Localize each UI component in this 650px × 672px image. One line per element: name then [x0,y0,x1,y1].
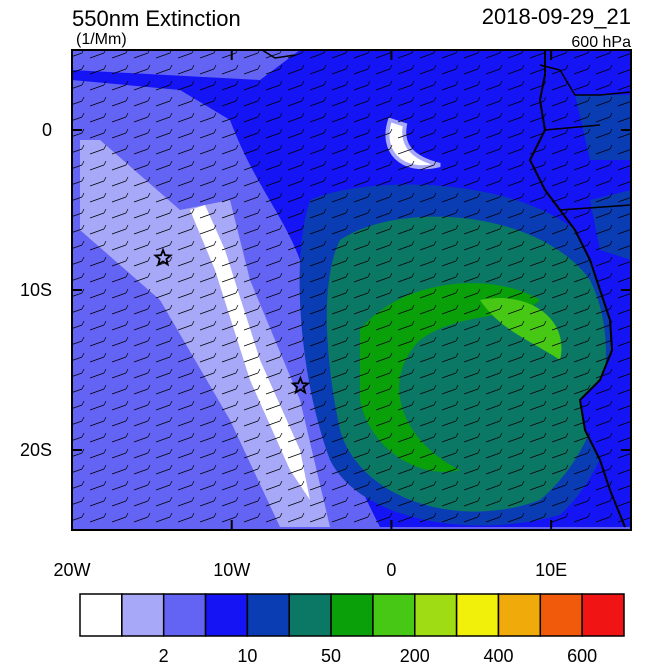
title: 550nm Extinction [72,6,241,31]
colorbar-box [288,593,332,637]
colorbar-label: 10 [237,646,257,666]
site-marker [290,375,311,395]
colorbar-box [455,593,500,637]
colorbar-box [581,593,625,637]
colorbar-label: 50 [321,646,341,666]
colorbar-label: 600 [567,646,597,666]
colorbar-box [414,593,458,637]
x-tick-label: 10W [213,560,250,580]
units: (1/Mm) [76,31,127,48]
colorbar-box [79,593,123,637]
colorbar-label: 400 [483,646,513,666]
x-tick-label: 10E [535,560,567,580]
colorbar-box [204,593,249,637]
x-tick-label: 0 [386,560,396,580]
time: 2018-09-29_21 [482,4,631,29]
colorbar-box [539,593,583,637]
y-tick-label: 20S [20,440,52,460]
colorbar-box [246,593,290,637]
colorbar-box [372,593,416,637]
colorbar-box [121,593,165,637]
level: 600 hPa [571,34,631,51]
x-tick-label: 20W [53,560,90,580]
map-field [72,50,631,530]
colorbar-box [330,593,374,637]
y-tick-label: 0 [42,120,52,140]
colorbar-label: 200 [400,646,430,666]
colorbar-box [497,593,542,637]
colorbar-label: 2 [159,646,169,666]
y-tick-label: 10S [20,280,52,300]
colorbar-box [162,593,207,637]
site-marker [153,247,173,267]
